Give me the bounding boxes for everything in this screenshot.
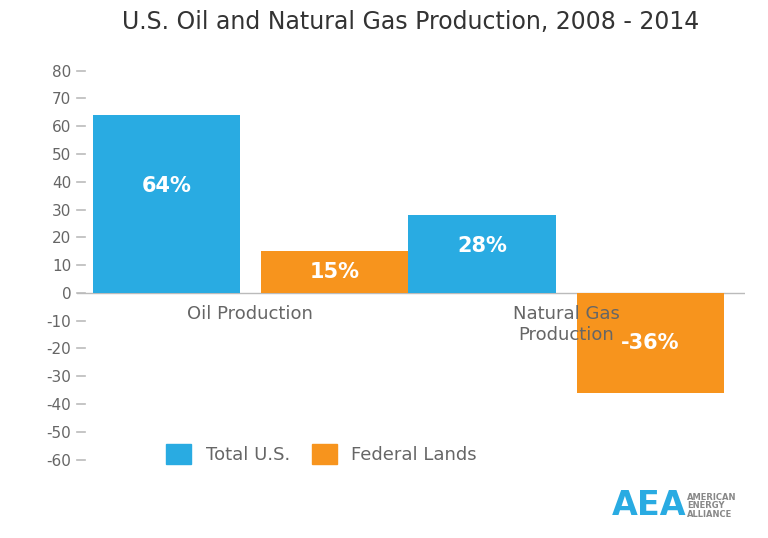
Text: ENERGY: ENERGY [687, 501, 725, 510]
Text: AEA: AEA [611, 489, 687, 522]
Text: ALLIANCE: ALLIANCE [687, 510, 733, 519]
Bar [261, 251, 409, 293]
Bar [93, 115, 240, 293]
Text: Natural Gas
Production: Natural Gas Production [513, 306, 620, 344]
Text: -36%: -36% [621, 333, 680, 353]
Legend: Total U.S., Federal Lands: Total U.S., Federal Lands [166, 443, 477, 464]
Text: AMERICAN: AMERICAN [687, 493, 737, 501]
Title: U.S. Oil and Natural Gas Production, 2008 - 2014: U.S. Oil and Natural Gas Production, 200… [122, 10, 700, 34]
Bar [409, 215, 555, 293]
Text: Oil Production: Oil Production [187, 306, 313, 323]
Text: 64%: 64% [141, 176, 191, 196]
Text: 28%: 28% [457, 236, 507, 256]
Bar [577, 293, 724, 393]
Text: 15%: 15% [310, 262, 359, 282]
